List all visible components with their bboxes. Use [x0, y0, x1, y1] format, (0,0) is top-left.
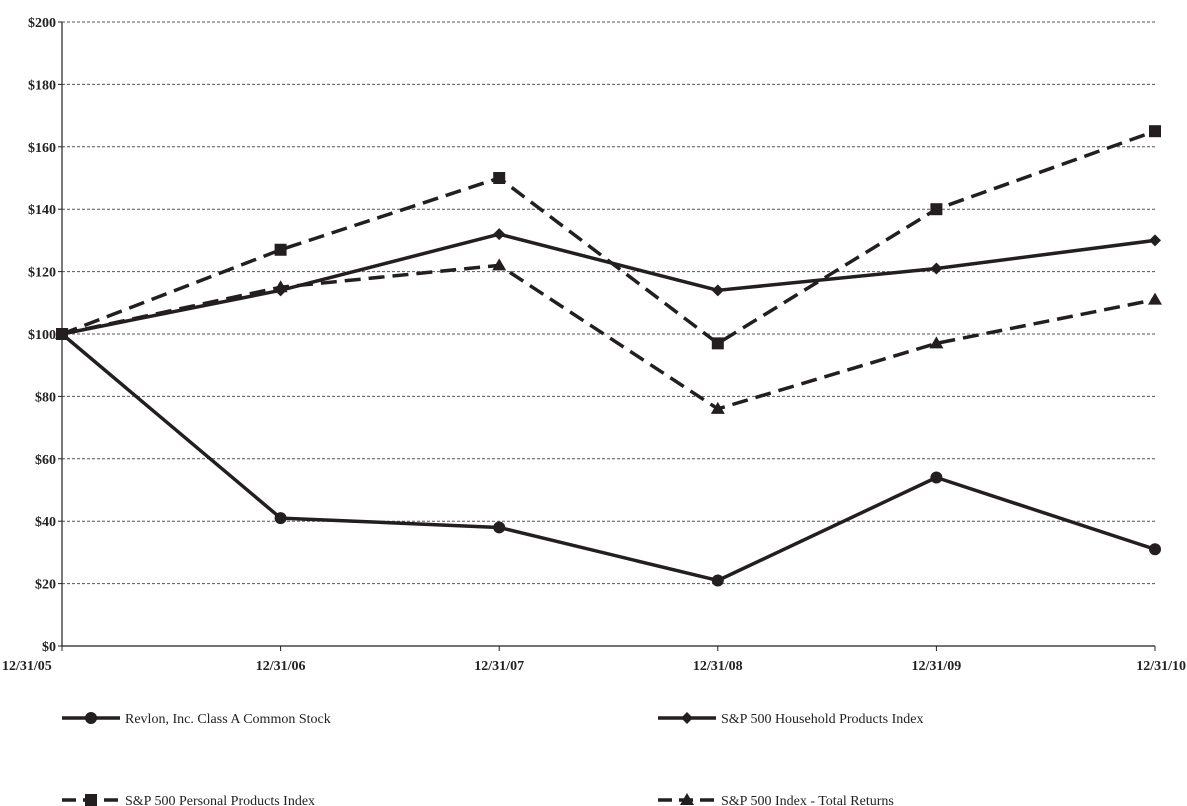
legend-label: S&P 500 Index - Total Returns	[721, 794, 894, 806]
x-tick-label: 12/31/07	[474, 659, 524, 674]
series-1-point	[711, 284, 724, 297]
legend-swatch-marker	[680, 793, 694, 805]
x-tick-label: 12/31/10	[1136, 659, 1186, 674]
y-tick-label: $200	[28, 16, 56, 31]
x-tick-label: 12/31/09	[912, 659, 962, 674]
series-2-point	[493, 172, 506, 184]
y-tick-label: $40	[35, 515, 56, 530]
series-0-point	[1149, 543, 1161, 556]
x-tick-label: 12/31/08	[693, 659, 743, 674]
y-tick-label: $100	[28, 328, 56, 343]
series-line-0	[60, 332, 1156, 583]
series-0-point	[493, 521, 506, 534]
series-line-2	[61, 129, 1156, 346]
axes	[58, 21, 1156, 651]
y-tick-label: $180	[28, 78, 56, 93]
gridlines	[62, 21, 1155, 585]
legend: Revlon, Inc. Class A Common Stock S&P 500…	[62, 712, 923, 806]
series-1-point	[493, 228, 506, 241]
legend-swatch-marker	[85, 712, 97, 724]
y-tick-label: $20	[35, 578, 56, 593]
y-axis-tick-labels: $0 $20 $40 $60 $80 $100 $120 $140 $160 $180 $200	[28, 16, 56, 655]
series-2-point	[274, 243, 287, 256]
legend-label: Revlon, Inc. Class A Common Stock	[125, 712, 331, 727]
series-line-1	[61, 232, 1156, 336]
legend-label: S&P 500 Personal Products Index	[125, 794, 315, 806]
series-line-3	[61, 263, 1156, 411]
series-3-point	[492, 258, 507, 271]
legend-label: S&P 500 Household Products Index	[721, 712, 923, 727]
series-2-point	[930, 203, 943, 216]
series-1-point	[930, 262, 943, 275]
series-1-point	[56, 328, 68, 340]
x-tick-label: 12/31/05	[2, 659, 52, 674]
series-3-point	[929, 336, 944, 349]
legend-swatch-marker	[681, 712, 693, 724]
series-lines	[60, 129, 1156, 583]
y-tick-label: $80	[35, 390, 56, 405]
series-2-point	[1149, 125, 1161, 138]
y-tick-label: $160	[28, 141, 56, 156]
series-0-point	[274, 512, 287, 525]
y-tick-label: $140	[28, 203, 56, 218]
series-1-point	[1149, 234, 1161, 247]
legend-swatch-marker	[85, 794, 97, 806]
series-markers	[55, 125, 1162, 587]
series-2-point	[711, 337, 724, 350]
series-1-point	[274, 284, 287, 297]
series-0-point	[711, 574, 724, 587]
series-3-point	[710, 401, 725, 414]
series-3-point	[1148, 292, 1162, 305]
x-tick-label: 12/31/06	[256, 659, 306, 674]
y-tick-label: $0	[42, 640, 56, 655]
y-tick-label: $60	[35, 453, 56, 468]
y-tick-label: $120	[28, 266, 56, 281]
series-0-point	[930, 471, 943, 484]
x-axis-tick-labels: 12/31/05 12/31/06 12/31/07 12/31/08 12/31/09…	[2, 659, 1186, 674]
